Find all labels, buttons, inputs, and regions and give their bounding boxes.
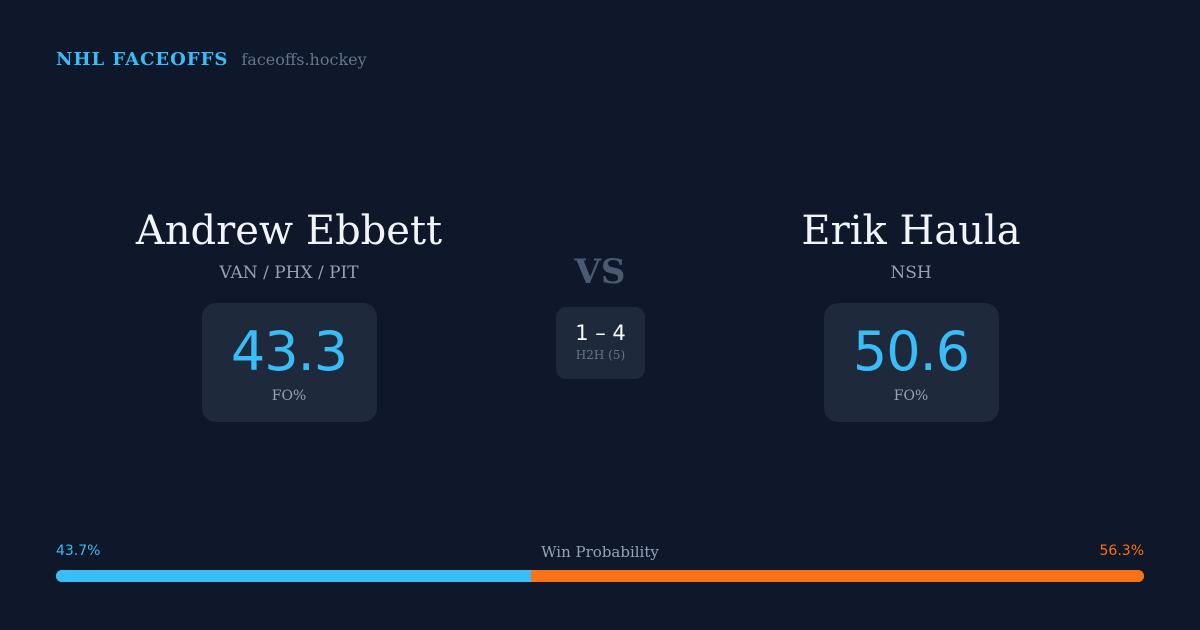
h2h-label: H2H (5) — [575, 348, 626, 362]
left-probability: 43.7% — [56, 543, 101, 559]
brand-header: NHL FACEOFFS faceoffs.hockey — [56, 49, 367, 70]
left-probability-fill — [56, 570, 532, 582]
fo-pct-card: 43.3 FO% — [201, 303, 377, 422]
fo-pct-value: 43.3 — [230, 319, 348, 383]
right-probability-fill — [531, 570, 1144, 582]
fo-pct-value: 50.6 — [852, 319, 970, 383]
h2h-card: 1 – 4 H2H (5) — [556, 307, 645, 379]
fo-pct-label: FO% — [271, 387, 307, 404]
fo-pct-card: 50.6 FO% — [823, 303, 999, 422]
fo-pct-label: FO% — [893, 387, 929, 404]
player-name: Andrew Ebbett — [135, 208, 443, 254]
h2h-score: 1 – 4 — [575, 321, 626, 345]
player-left: Andrew Ebbett VAN / PHX / PIT 43.3 FO% — [79, 205, 499, 422]
right-probability: 56.3% — [1099, 543, 1144, 559]
win-probability-title: Win Probability — [541, 543, 659, 561]
brand-site: faceoffs.hockey — [241, 50, 367, 69]
player-teams: VAN / PHX / PIT — [219, 263, 359, 283]
player-teams: NSH — [890, 263, 932, 283]
player-name: Erik Haula — [801, 208, 1021, 254]
vs-label: VS — [574, 252, 626, 292]
win-probability-labels: 43.7% Win Probability 56.3% — [56, 543, 1144, 563]
player-right: Erik Haula NSH 50.6 FO% — [701, 205, 1121, 422]
brand-title: NHL FACEOFFS — [56, 49, 229, 70]
win-probability-bar — [56, 570, 1144, 582]
